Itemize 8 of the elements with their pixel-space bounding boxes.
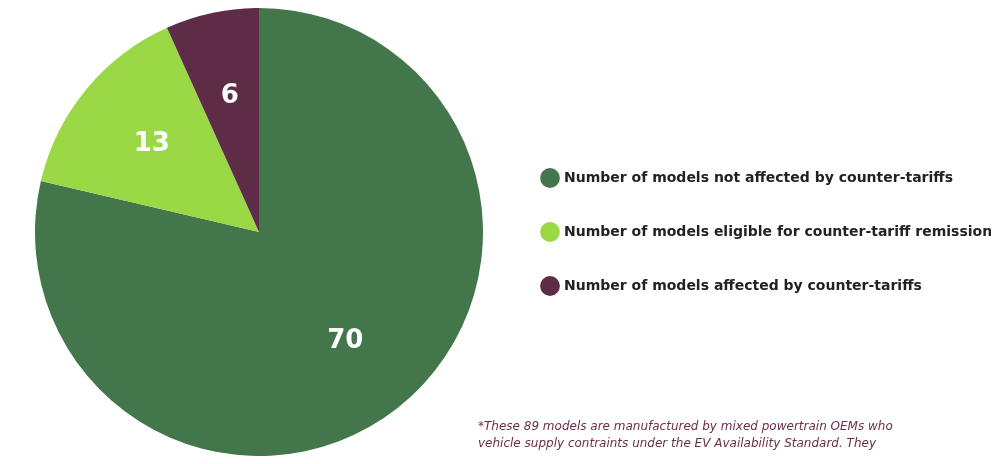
text: *These 89 models are manufactured by mixed powertrain OEMs who [478, 418, 894, 435]
legend-label: Number of models eligible for counter-tariff remission [564, 222, 993, 239]
legend-label: Number of models affected by counter-tariffs [564, 276, 922, 293]
data-label: 70 [327, 323, 364, 354]
legend-label: Number of models not affected by counter-tariffs [564, 168, 953, 185]
data-label: 6 [220, 78, 239, 109]
data-label: 13 [133, 126, 170, 157]
text: vehicle supply contraints under the EV Availability Standard. They [478, 435, 877, 452]
